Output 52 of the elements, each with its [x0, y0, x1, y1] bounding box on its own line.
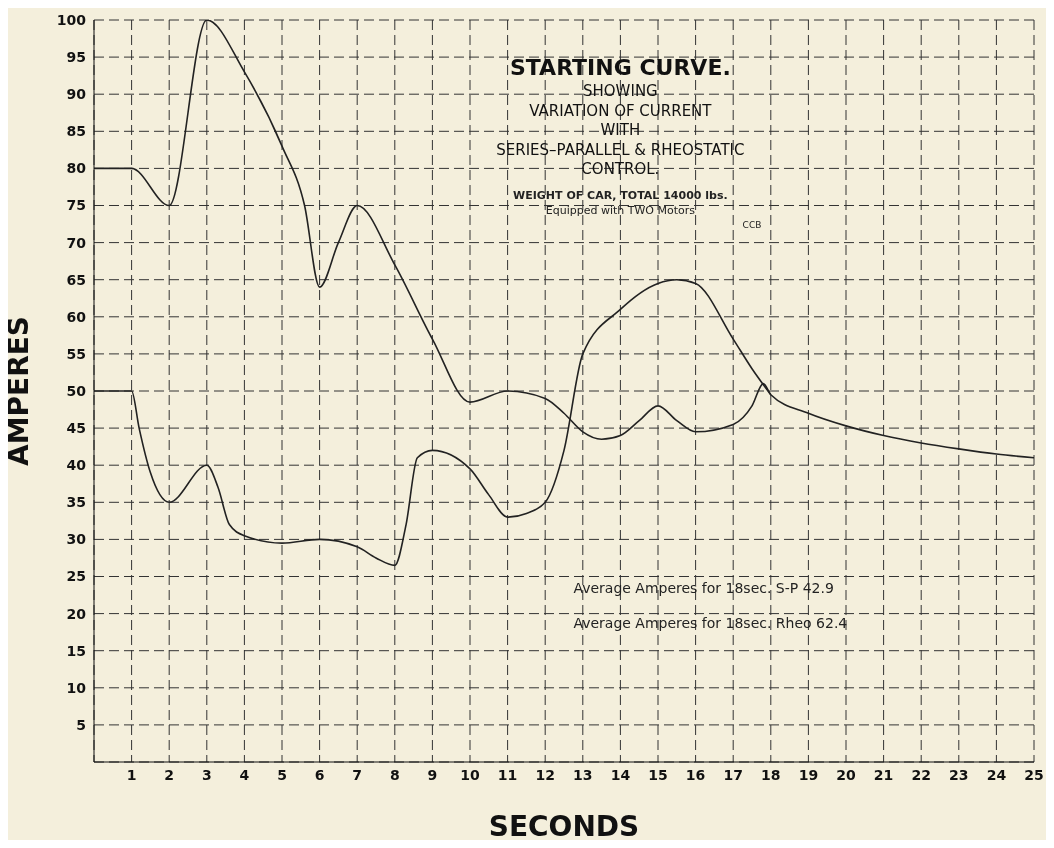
x-tick-label: 2	[164, 766, 175, 783]
x-tick-label: 1	[126, 766, 137, 783]
y-tick-label: 55	[66, 345, 86, 362]
y-tick-label: 90	[66, 86, 87, 103]
x-tick-label: 15	[648, 766, 668, 783]
y-tick-label: 15	[66, 642, 86, 659]
x-tick-label: 17	[723, 766, 743, 783]
x-tick-label: 14	[610, 766, 631, 783]
x-tick-label: 25	[1024, 766, 1044, 783]
x-tick-label: 7	[352, 766, 363, 783]
y-tick-label: 5	[76, 716, 86, 733]
x-tick-label: 3	[201, 766, 212, 783]
x-tick-label: 4	[239, 766, 250, 783]
y-tick-label: 60	[66, 308, 87, 325]
y-tick-label: 50	[66, 382, 87, 399]
y-axis-title: AMPERES	[1, 315, 35, 467]
x-tick-label: 22	[911, 766, 931, 783]
x-tick-label: 16	[685, 766, 706, 783]
y-tick-label: 100	[56, 11, 87, 28]
y-tick-label: 75	[66, 197, 86, 214]
x-tick-label: 24	[986, 766, 1007, 783]
y-tick-label: 95	[66, 49, 86, 66]
x-tick-label: 20	[836, 766, 856, 783]
y-tick-label: 85	[66, 123, 86, 140]
y-tick-label: 25	[66, 568, 86, 585]
text: STARTING CURVE.	[508, 53, 732, 82]
y-tick-label: 20	[66, 605, 87, 622]
x-tick-label: 19	[798, 766, 819, 783]
x-tick-label: 6	[314, 766, 325, 783]
x-tick-label: 23	[949, 766, 969, 783]
y-tick-label: 65	[66, 271, 86, 288]
y-tick-label: 80	[66, 160, 87, 177]
annotation: WEIGHT OF CAR, TOTAL 14000 lbs.	[512, 189, 729, 203]
x-tick-label: 11	[497, 766, 518, 783]
annotation: CCB	[742, 220, 763, 231]
annotation: Average Amperes for 18sec. S-P 42.9	[573, 580, 835, 597]
y-tick-label: 40	[66, 457, 87, 474]
annotation: Equipped with TWO Motors	[544, 204, 696, 218]
x-tick-label: 13	[573, 766, 593, 783]
y-tick-label: 70	[66, 234, 87, 251]
x-tick-label: 10	[460, 766, 480, 783]
x-tick-label: 8	[389, 766, 400, 783]
y-tick-label: 35	[66, 494, 86, 511]
x-axis-title: SECONDS	[488, 810, 640, 843]
x-tick-label: 18	[761, 766, 781, 783]
x-tick-label: 5	[277, 766, 287, 783]
y-tick-label: 45	[66, 420, 86, 437]
x-tick-label: 21	[873, 766, 894, 783]
y-tick-label: 10	[66, 679, 87, 696]
x-tick-label: 9	[427, 766, 438, 783]
x-tick-label: 12	[535, 766, 555, 783]
y-tick-label: 30	[66, 531, 87, 548]
